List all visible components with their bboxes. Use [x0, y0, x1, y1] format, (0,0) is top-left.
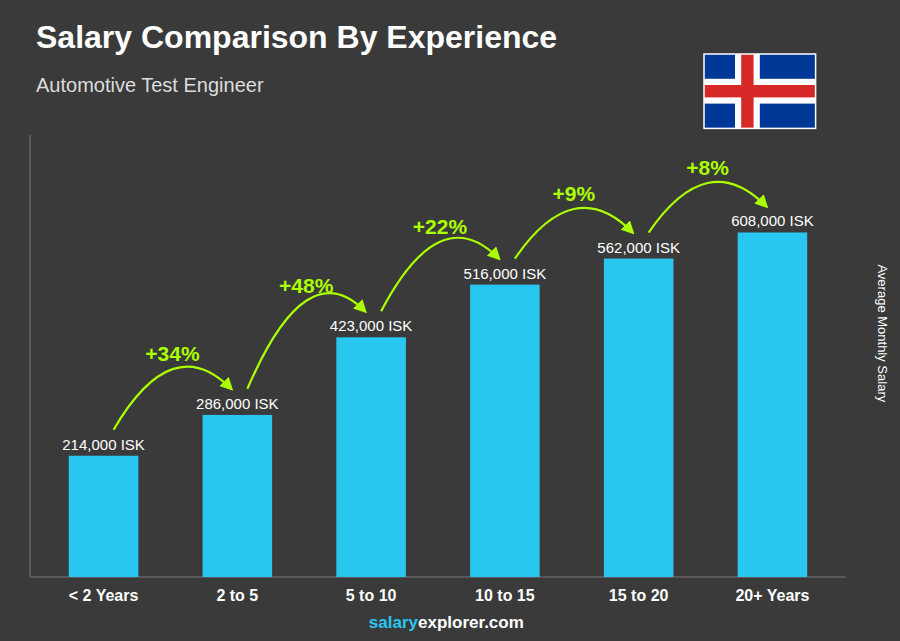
- change-label: +22%: [413, 215, 468, 238]
- x-tick-label: 2 to 5: [216, 587, 258, 604]
- chart: Salary Comparison By Experience Automotiv…: [0, 0, 900, 641]
- change-arrow: [515, 208, 633, 259]
- bar: [203, 415, 273, 577]
- x-tick-label: < 2 Years: [69, 587, 139, 604]
- flag-border: [704, 54, 816, 128]
- bars: [69, 232, 807, 577]
- flag-cross-inner: [704, 85, 816, 97]
- subtitle: Automotive Test Engineer: [36, 74, 264, 96]
- y-axis-line: [30, 135, 31, 577]
- data-label: 608,000 ISK: [731, 212, 814, 229]
- change-arrow: [114, 367, 232, 430]
- change-label: +8%: [686, 156, 729, 179]
- data-label: 286,000 ISK: [196, 395, 279, 412]
- flag-field: [704, 54, 816, 128]
- change-arrow: [649, 182, 767, 233]
- x-tick-label: 5 to 10: [346, 587, 397, 604]
- y-axis-label: Average Monthly Salary: [875, 264, 890, 402]
- change-arrow: [247, 293, 365, 389]
- x-tick-label: 15 to 20: [609, 587, 669, 604]
- x-tick-label: 10 to 15: [475, 587, 535, 604]
- change-arrow: [381, 238, 499, 312]
- bar: [336, 337, 406, 577]
- flag: [704, 54, 816, 128]
- x-tick-label: 20+ Years: [735, 587, 809, 604]
- change-label: +34%: [145, 342, 200, 365]
- change-label: +48%: [279, 274, 334, 297]
- title: Salary Comparison By Experience: [36, 19, 557, 55]
- data-label: 516,000 ISK: [464, 265, 547, 282]
- data-label: 562,000 ISK: [597, 239, 680, 256]
- footer: salary: [369, 613, 419, 632]
- x-axis-line: [30, 577, 846, 578]
- data-label: 214,000 ISK: [62, 436, 145, 453]
- bar: [470, 285, 540, 577]
- change-label: +9%: [552, 182, 595, 205]
- flag-cross: [704, 79, 816, 104]
- bar: [604, 259, 674, 577]
- footer: explorer.com: [418, 613, 524, 632]
- bar: [69, 456, 139, 577]
- bar: [738, 232, 808, 577]
- background: [0, 0, 900, 641]
- data-label: 423,000 ISK: [330, 317, 413, 334]
